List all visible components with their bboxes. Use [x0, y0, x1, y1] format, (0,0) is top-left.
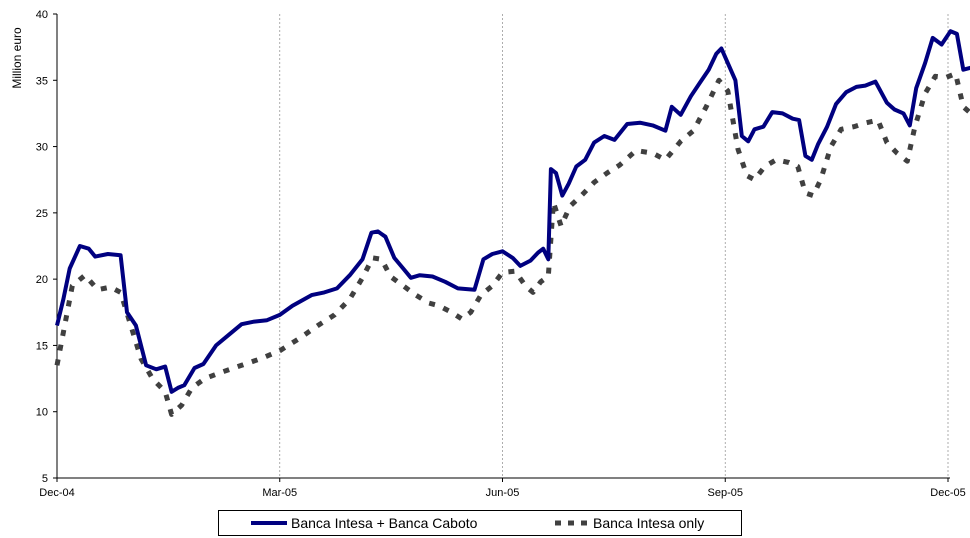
- x-tick-label: Jun-05: [486, 487, 520, 499]
- x-tick-label: Dec-04: [39, 487, 74, 499]
- x-tick-label: Dec-05: [930, 487, 965, 499]
- series-line-banca-intesa-caboto: [55, 29, 970, 394]
- legend-swatch-dashed: [553, 516, 589, 530]
- legend-item-series-2: Banca Intesa only: [553, 515, 704, 531]
- legend: Banca Intesa + Banca Caboto Banca Intesa…: [218, 510, 742, 536]
- y-axis-ticks: 5 10 15 20 25 30 35 40: [36, 9, 57, 485]
- series-line-banca-intesa-only: [54, 71, 970, 417]
- axes: [56, 14, 950, 479]
- legend-item-series-1: Banca Intesa + Banca Caboto: [251, 515, 477, 531]
- legend-label-series-1: Banca Intesa + Banca Caboto: [291, 515, 478, 531]
- y-tick-label: 30: [36, 142, 48, 154]
- y-tick-label: 10: [36, 407, 48, 419]
- legend-label-series-2: Banca Intesa only: [593, 515, 705, 531]
- x-tick-label: Mar-05: [262, 487, 297, 499]
- y-tick-label: 5: [42, 473, 48, 485]
- x-tick-label: Sep-05: [708, 487, 743, 499]
- y-tick-label: 25: [36, 208, 48, 220]
- series-layer: [54, 29, 970, 417]
- solid-line-icon: [251, 521, 287, 525]
- x-axis-ticks: Dec-04 Mar-05 Jun-05 Sep-05 Dec-05: [39, 478, 966, 499]
- y-tick-label: 40: [36, 9, 48, 21]
- y-tick-label: 35: [36, 75, 48, 87]
- y-tick-label: 20: [36, 274, 48, 286]
- vertical-gridlines: [279, 14, 949, 478]
- legend-swatch-solid: [251, 516, 287, 530]
- y-axis-title: Million euro: [10, 27, 24, 89]
- y-tick-label: 15: [36, 340, 48, 352]
- dashed-line-icon: [555, 520, 589, 526]
